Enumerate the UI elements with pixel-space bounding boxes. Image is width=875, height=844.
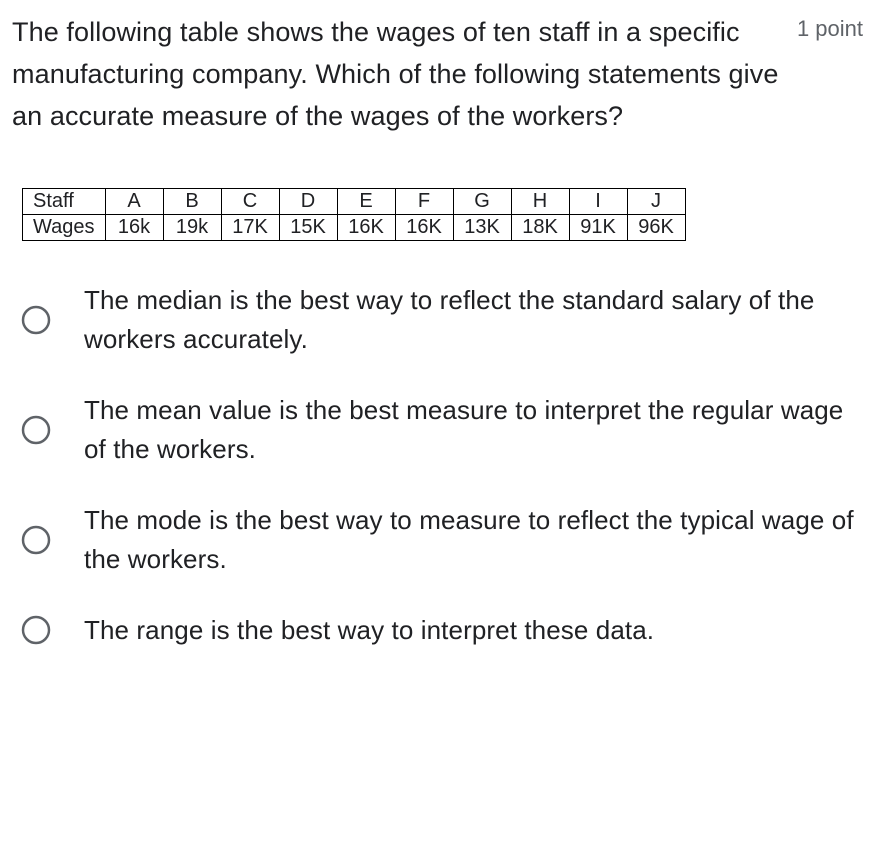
staff-cell: D xyxy=(279,188,337,214)
option-text: The median is the best way to reflect th… xyxy=(84,281,863,359)
question-text: The following table shows the wages of t… xyxy=(12,12,779,138)
wage-cell: 13K xyxy=(453,214,511,240)
option-text: The mode is the best way to measure to r… xyxy=(84,501,863,579)
staff-cell: B xyxy=(163,188,221,214)
staff-cell: J xyxy=(627,188,685,214)
wages-table: Staff A B C D E F G H I J Wages 16k 19k … xyxy=(22,188,686,241)
staff-cell: G xyxy=(453,188,511,214)
staff-cell: H xyxy=(511,188,569,214)
radio-icon xyxy=(20,414,52,446)
wage-cell: 96K xyxy=(627,214,685,240)
table-row: Wages 16k 19k 17K 15K 16K 16K 13K 18K 91… xyxy=(23,214,686,240)
wage-cell: 18K xyxy=(511,214,569,240)
wage-cell: 19k xyxy=(163,214,221,240)
wage-cell: 16K xyxy=(337,214,395,240)
staff-cell: E xyxy=(337,188,395,214)
staff-cell: C xyxy=(221,188,279,214)
wage-cell: 16k xyxy=(105,214,163,240)
radio-icon xyxy=(20,524,52,556)
wage-cell: 17K xyxy=(221,214,279,240)
points-label: 1 point xyxy=(797,12,863,42)
option-0[interactable]: The median is the best way to reflect th… xyxy=(14,281,863,359)
radio-icon xyxy=(20,614,52,646)
radio-icon xyxy=(20,304,52,336)
option-1[interactable]: The mean value is the best measure to in… xyxy=(14,391,863,469)
question-header: The following table shows the wages of t… xyxy=(12,12,863,138)
staff-cell: F xyxy=(395,188,453,214)
option-2[interactable]: The mode is the best way to measure to r… xyxy=(14,501,863,579)
wages-table-wrap: Staff A B C D E F G H I J Wages 16k 19k … xyxy=(12,188,863,241)
staff-cell: I xyxy=(569,188,627,214)
table-row: Staff A B C D E F G H I J xyxy=(23,188,686,214)
options-list: The median is the best way to reflect th… xyxy=(12,281,863,650)
wage-cell: 15K xyxy=(279,214,337,240)
row-header-wages: Wages xyxy=(23,214,106,240)
option-3[interactable]: The range is the best way to interpret t… xyxy=(14,611,863,650)
wage-cell: 16K xyxy=(395,214,453,240)
row-header-staff: Staff xyxy=(23,188,106,214)
wage-cell: 91K xyxy=(569,214,627,240)
staff-cell: A xyxy=(105,188,163,214)
option-text: The mean value is the best measure to in… xyxy=(84,391,863,469)
option-text: The range is the best way to interpret t… xyxy=(84,611,654,650)
